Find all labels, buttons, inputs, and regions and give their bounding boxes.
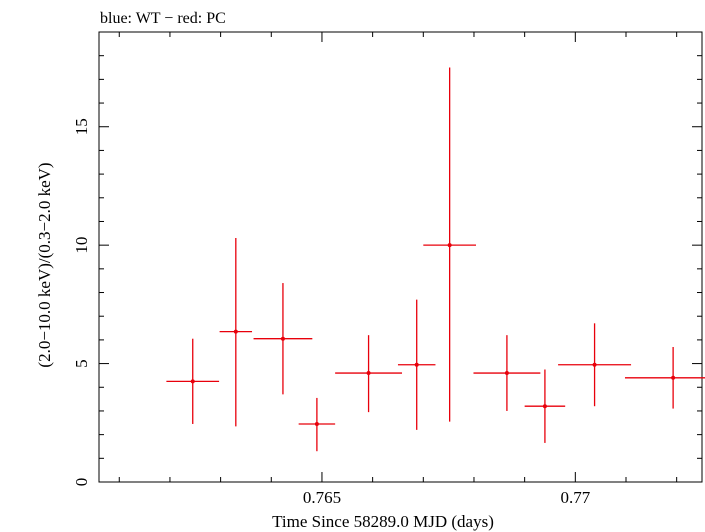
data-point <box>298 397 336 452</box>
x-tick-label: 0.765 <box>303 488 341 507</box>
point-marker <box>314 421 319 426</box>
data-points <box>166 67 705 452</box>
axis-ticks <box>99 31 702 483</box>
y-tick-label: 0 <box>72 478 91 487</box>
point-marker <box>592 362 597 367</box>
x-axis-label: Time Since 58289.0 MJD (days) <box>272 512 494 531</box>
point-marker <box>233 329 238 334</box>
data-point <box>473 335 541 411</box>
point-marker <box>504 371 509 376</box>
data-point <box>397 299 436 430</box>
chart-title: blue: WT − red: PC <box>100 10 226 27</box>
data-point <box>253 283 313 395</box>
point-marker <box>671 375 676 380</box>
data-point <box>166 338 220 424</box>
data-point <box>624 347 705 409</box>
point-marker <box>190 379 195 384</box>
axis-tick-labels: 0.765 0.77 0 5 10 15 <box>72 118 591 507</box>
point-marker <box>366 371 371 376</box>
y-tick-label: 5 <box>72 359 91 368</box>
y-tick-label: 15 <box>72 118 91 135</box>
data-point <box>558 323 632 407</box>
data-point <box>219 238 253 427</box>
y-tick-label: 10 <box>72 237 91 254</box>
point-marker <box>280 336 285 341</box>
x-tick-label: 0.77 <box>560 488 590 507</box>
point-marker <box>414 362 419 367</box>
point-marker <box>542 404 547 409</box>
plot-frame <box>98 31 703 483</box>
data-point <box>524 369 566 443</box>
data-point <box>335 335 403 413</box>
point-marker <box>447 243 452 248</box>
data-point <box>423 67 477 422</box>
y-axis-label: (2.0−10.0 keV)/(0.3−2.0 keV) <box>35 162 54 367</box>
